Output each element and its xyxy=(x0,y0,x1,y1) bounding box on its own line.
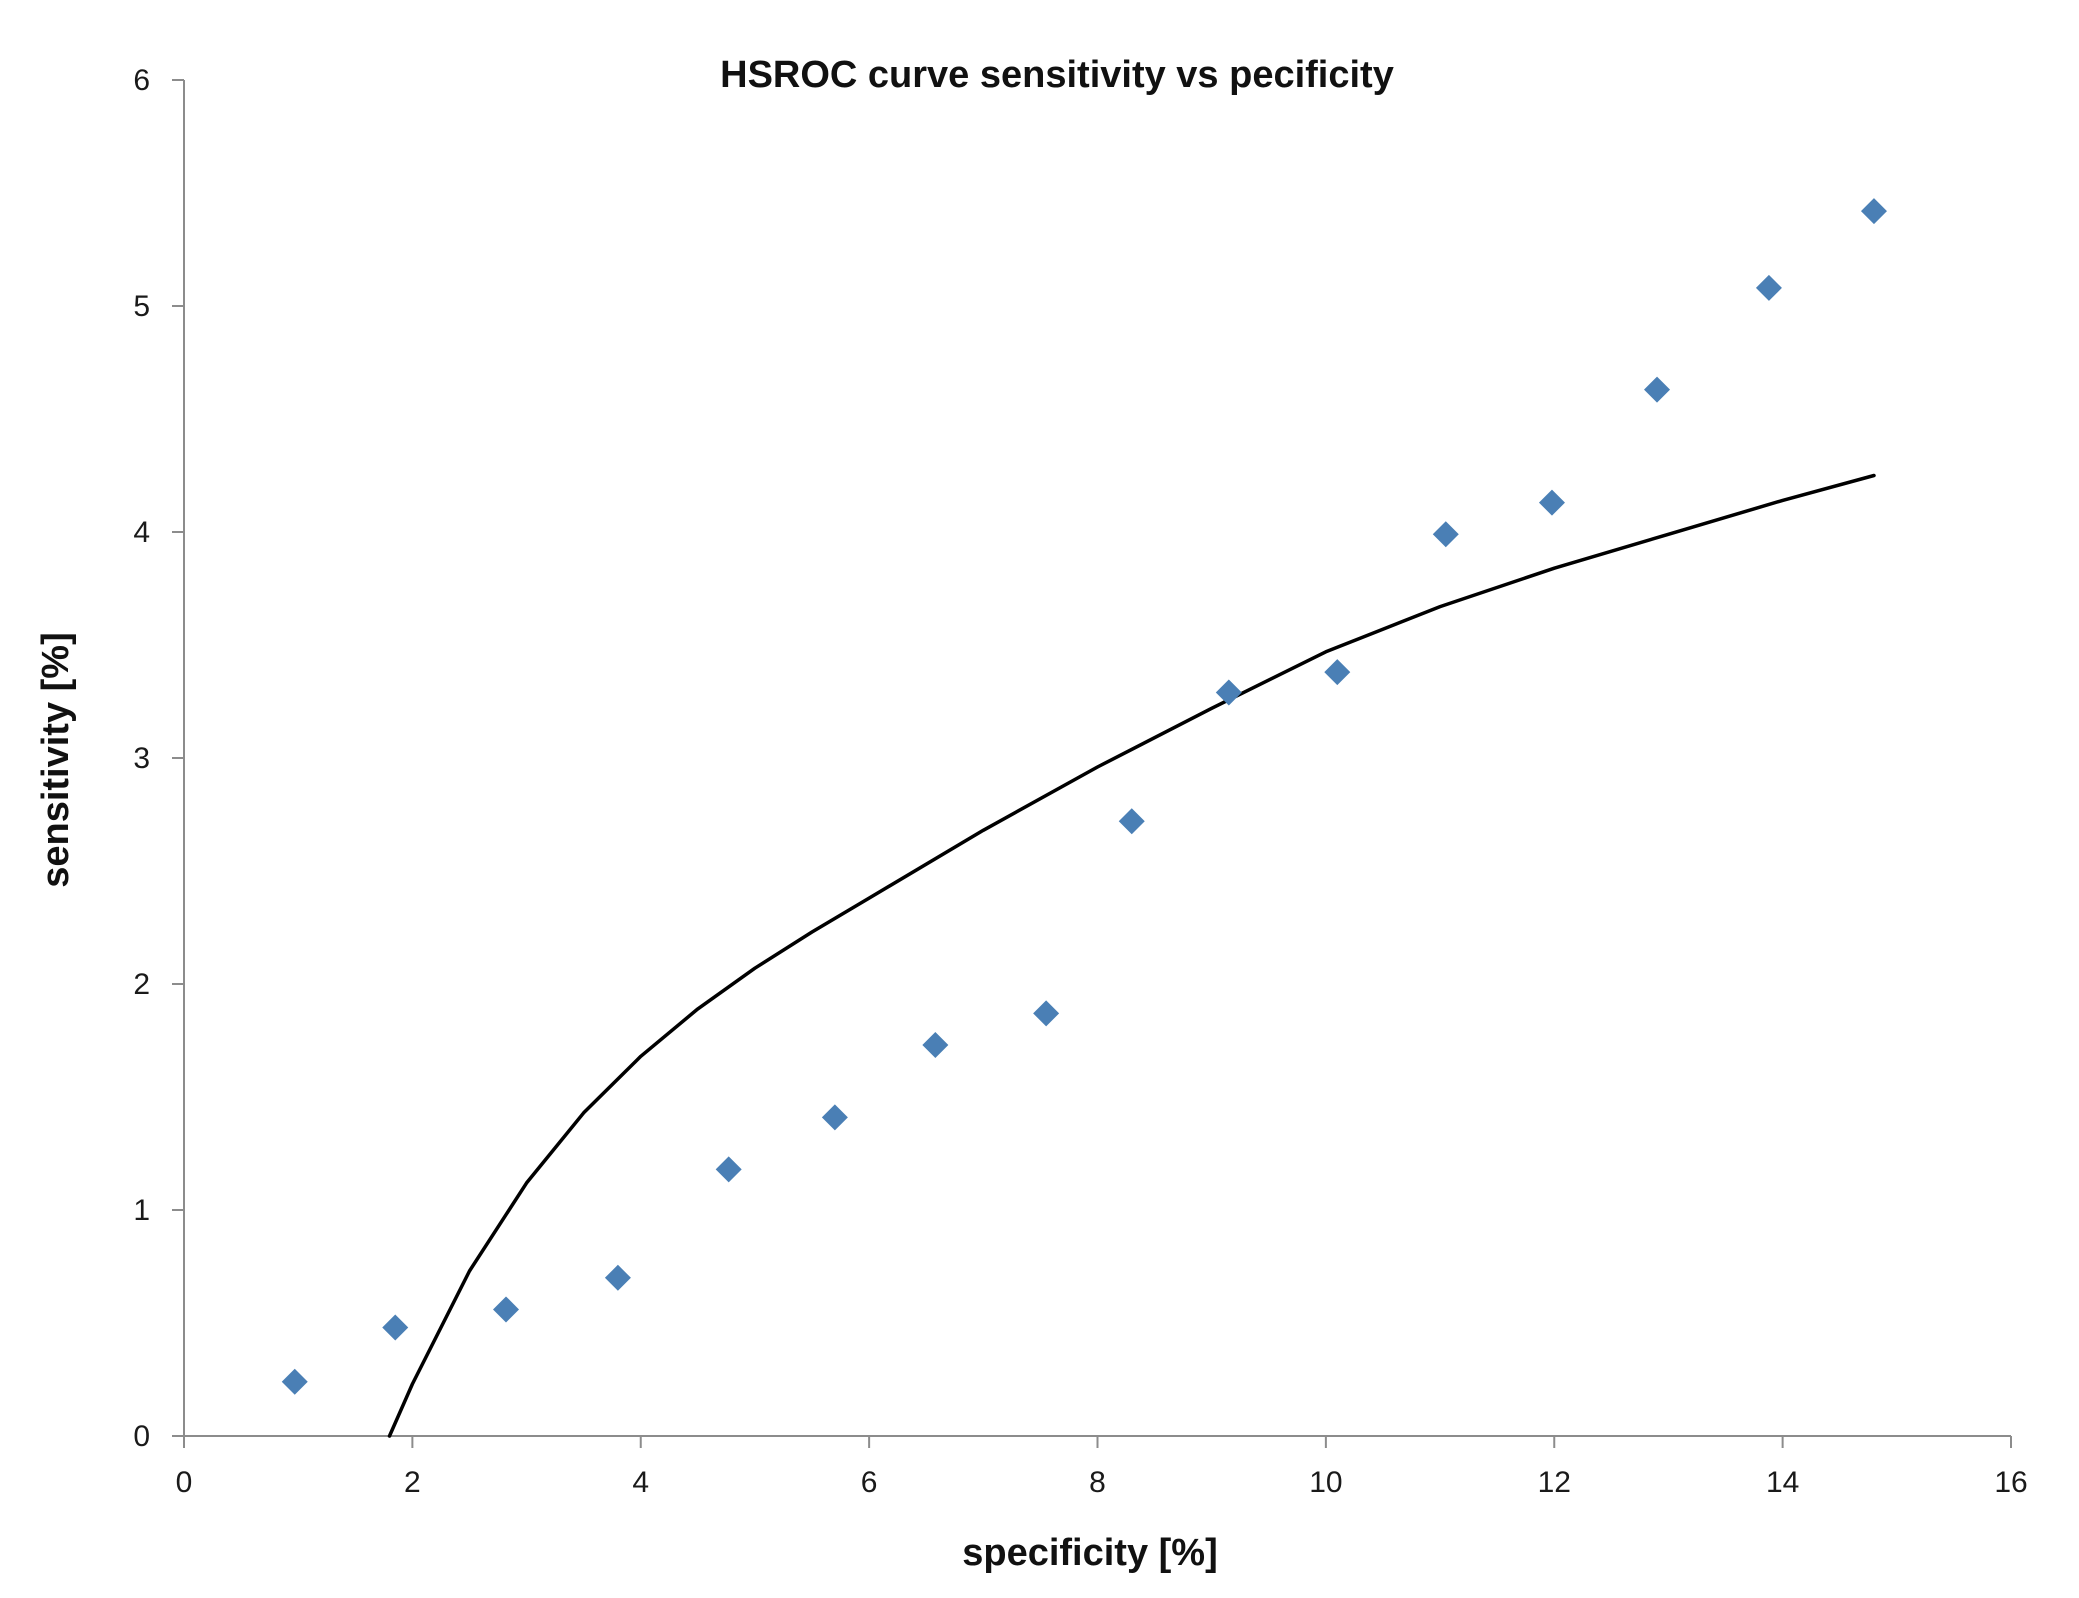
data-point-marker xyxy=(1538,489,1565,516)
y-tick-label: 4 xyxy=(133,516,150,549)
data-point-marker xyxy=(382,1314,409,1341)
data-point-marker xyxy=(1324,659,1351,686)
x-tick-label: 10 xyxy=(1309,1466,1342,1499)
hsroc-curve-line xyxy=(387,473,1876,1438)
y-tick-label: 2 xyxy=(133,968,150,1001)
data-point-marker xyxy=(922,1032,949,1059)
data-point-marker xyxy=(1860,198,1887,225)
x-tick-label: 0 xyxy=(176,1466,193,1499)
x-tick-label: 6 xyxy=(861,1466,878,1499)
data-points xyxy=(281,198,1887,1395)
x-axis-title: specificity [%] xyxy=(962,1532,1218,1574)
hsroc-curve xyxy=(387,473,1876,1438)
y-tick-label: 6 xyxy=(133,64,150,97)
data-point-marker xyxy=(1755,274,1782,301)
data-point-marker xyxy=(1432,521,1459,548)
x-tick-label: 2 xyxy=(404,1466,421,1499)
x-tick-label: 12 xyxy=(1538,1466,1571,1499)
data-point-marker xyxy=(1644,376,1671,403)
y-tick-label: 3 xyxy=(133,742,150,775)
data-point-marker xyxy=(1118,808,1145,835)
data-point-marker xyxy=(821,1104,848,1131)
x-tick-label: 14 xyxy=(1766,1466,1799,1499)
data-point-marker xyxy=(1215,679,1242,706)
y-tick-label: 0 xyxy=(133,1420,150,1453)
y-tick-label: 1 xyxy=(133,1194,150,1227)
y-tick-label: 5 xyxy=(133,290,150,323)
data-point-marker xyxy=(715,1156,742,1183)
x-tick-label: 16 xyxy=(1994,1466,2027,1499)
chart-title: HSROC curve sensitivity vs pecificity xyxy=(720,54,1394,96)
y-axis-title: sensitivity [%] xyxy=(35,632,77,888)
x-tick-label: 4 xyxy=(632,1466,649,1499)
x-tick-label: 8 xyxy=(1089,1466,1106,1499)
data-point-marker xyxy=(493,1296,520,1323)
data-point-marker xyxy=(604,1264,631,1291)
data-point-marker xyxy=(1033,1000,1060,1027)
data-point-marker xyxy=(281,1368,308,1395)
